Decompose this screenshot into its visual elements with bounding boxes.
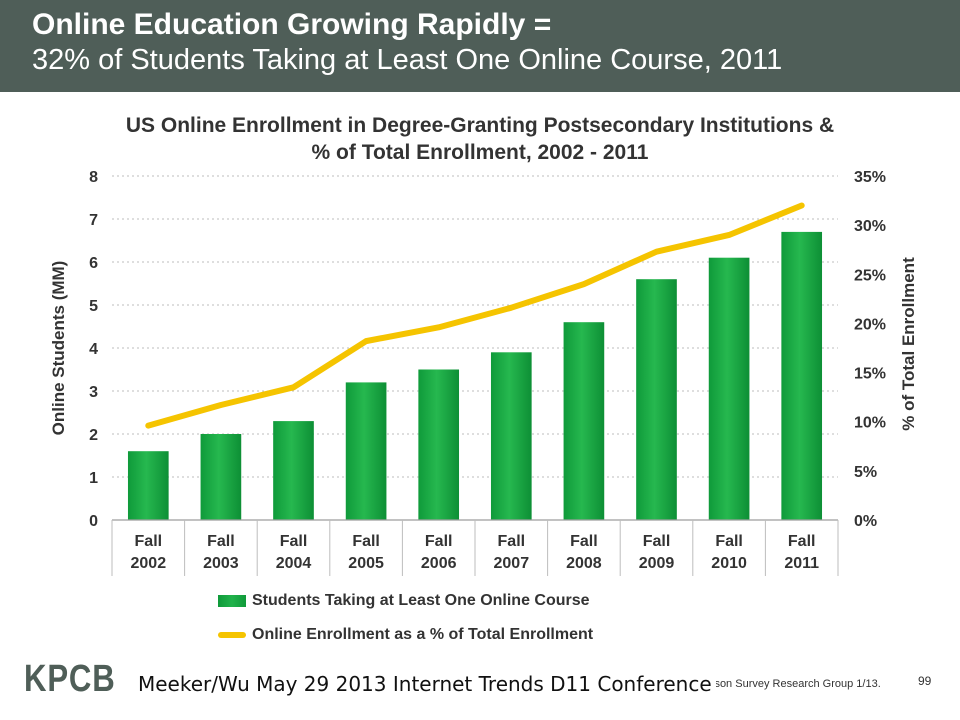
slide-subtitle: 32% of Students Taking at Least One Onli… — [32, 44, 783, 76]
y2-tick-label: 15% — [854, 366, 886, 383]
y2-tick-label: 25% — [854, 267, 886, 284]
y2-tick-label: 35% — [854, 169, 886, 186]
chart-title-line-2: % of Total Enrollment, 2002 - 2011 — [311, 141, 649, 164]
x-tick-label: Fall — [498, 533, 526, 550]
x-tick-label: Fall — [207, 533, 235, 550]
line-point — [726, 232, 732, 238]
y2-tick-label: 30% — [854, 218, 886, 235]
legend-bar-label: Students Taking at Least One Online Cour… — [252, 592, 590, 609]
y-tick-label: 4 — [89, 341, 98, 358]
y-tick-label: 8 — [89, 169, 98, 186]
legend-item-line: Online Enrollment as a % of Total Enroll… — [218, 624, 593, 646]
chart-legend: Students Taking at Least One Online Cour… — [218, 590, 593, 658]
y2-tick-label: 10% — [854, 415, 886, 432]
bar — [563, 322, 605, 520]
line-point — [799, 202, 805, 208]
bar — [418, 369, 460, 520]
bar — [636, 279, 677, 520]
y2-tick-label: 0% — [854, 513, 877, 530]
x-tick-label: Fall — [788, 533, 816, 550]
line-point — [436, 324, 442, 330]
x-tick-label: 2005 — [348, 555, 384, 572]
line-point — [291, 384, 296, 390]
chart-title: US Online Enrollment in Degree-Granting … — [40, 112, 920, 166]
line-point — [581, 281, 587, 287]
y-tick-label: 1 — [89, 470, 98, 487]
slide-header: Online Education Growing Rapidly = 32% o… — [0, 0, 960, 92]
chart-title-line-1: US Online Enrollment in Degree-Granting … — [125, 114, 835, 137]
y-tick-label: 2 — [89, 427, 98, 444]
x-tick-label: 2002 — [131, 555, 167, 572]
y-tick-label: 5 — [89, 298, 98, 315]
legend-bar-swatch — [218, 595, 246, 607]
x-tick-label: 2007 — [494, 555, 530, 572]
y-tick-label: 0 — [89, 513, 98, 530]
x-tick-label: Fall — [352, 533, 380, 550]
y2-tick-label: 5% — [854, 464, 877, 481]
y2-tick-label: 20% — [854, 316, 886, 333]
x-tick-label: Fall — [425, 533, 453, 550]
x-tick-label: 2010 — [711, 555, 747, 572]
x-tick-label: Fall — [643, 533, 671, 550]
bar — [200, 434, 242, 520]
y-tick-label: 6 — [89, 255, 98, 272]
x-tick-label: Fall — [715, 533, 743, 550]
x-tick-label: 2006 — [421, 555, 457, 572]
legend-line-label: Online Enrollment as a % of Total Enroll… — [252, 626, 594, 643]
x-tick-label: 2008 — [566, 555, 602, 572]
x-tick-label: 2011 — [784, 555, 819, 572]
bar — [273, 421, 314, 520]
page-number: 99 — [918, 674, 932, 688]
legend-item-bars: Students Taking at Least One Online Cour… — [218, 590, 593, 612]
y-tick-label: 7 — [89, 212, 98, 229]
line-point — [654, 249, 659, 255]
x-tick-label: Fall — [280, 533, 308, 550]
x-tick-label: 2003 — [203, 555, 239, 572]
y2-axis-title: % of Total Enrollment — [899, 257, 918, 431]
conference-note: Meeker/Wu May 29 2013 Internet Trends D1… — [138, 672, 716, 696]
bar — [490, 352, 532, 520]
x-tick-label: 2004 — [276, 555, 312, 572]
y-tick-label: 3 — [89, 384, 98, 401]
bar — [127, 451, 169, 520]
x-tick-label: Fall — [570, 533, 598, 550]
bar — [708, 257, 750, 520]
source-note: ison Survey Research Group 1/13. — [712, 678, 881, 690]
bar — [781, 231, 823, 520]
bar — [345, 382, 387, 520]
legend-line-swatch — [218, 632, 246, 638]
series-line — [145, 202, 805, 429]
line-point — [145, 423, 151, 429]
line-point — [218, 402, 224, 408]
x-tick-label: Fall — [135, 533, 163, 550]
line-point — [363, 338, 369, 344]
kpcb-logo: KPCB — [24, 658, 116, 700]
y-axis-title: Online Students (MM) — [49, 261, 68, 436]
x-tick-label: 2009 — [639, 555, 675, 572]
slide-title: Online Education Growing Rapidly = — [32, 8, 552, 41]
line-point — [508, 305, 514, 311]
